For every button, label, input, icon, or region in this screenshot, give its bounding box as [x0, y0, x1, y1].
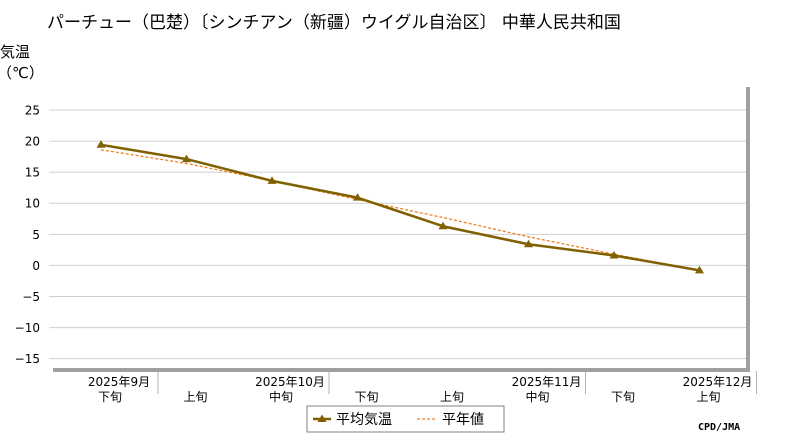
y-tick-label: −10 — [15, 321, 40, 335]
x-dekad-label: 中旬 — [525, 389, 549, 404]
legend-box — [306, 405, 505, 433]
y-axis-ticks: −15 −10 −5 0 5 10 15 20 25 — [15, 103, 40, 366]
chart-title: パーチュー（巴楚）〔シンチアン（新疆）ウイグル自治区〕 中華人民共和国 — [47, 13, 621, 33]
x-month-label: 2025年9月 — [88, 375, 150, 389]
legend-mean-label: 平均気温 — [336, 412, 392, 428]
plot-area — [49, 82, 746, 368]
series-mean-point — [524, 239, 533, 248]
legend-mean-marker — [317, 414, 327, 422]
series-mean-point — [267, 176, 277, 184]
x-month-label: 2025年10月 — [255, 375, 325, 389]
x-dekad-label: 上旬 — [183, 390, 207, 404]
y-tick-label: 5 — [32, 228, 40, 242]
y-tick-label: 25 — [25, 103, 40, 117]
y-tick-label: 20 — [25, 135, 40, 149]
series-mean-point — [609, 250, 619, 259]
y-tick-label: −15 — [15, 352, 40, 366]
y-tick-label: 0 — [32, 259, 40, 273]
x-dekad-label: 下旬 — [354, 390, 378, 404]
legend-normal-label: 平年値 — [442, 412, 484, 428]
x-dekad-label: 下旬 — [611, 390, 635, 404]
y-tick-label: 10 — [25, 197, 40, 211]
legend: 平均気温 平年値 — [306, 405, 505, 433]
series-mean-point — [695, 265, 704, 274]
x-dekad-label: 上旬 — [696, 390, 720, 404]
series-mean-point — [96, 140, 106, 148]
series-layer — [96, 140, 704, 274]
series-mean-line — [100, 143, 700, 272]
x-month-label: 2025年12月 — [683, 375, 753, 389]
series-normal-line — [100, 149, 700, 272]
y-axis-unit: （℃） — [0, 64, 44, 82]
series-mean-point — [353, 193, 362, 201]
y-tick-label: 15 — [25, 166, 40, 180]
credit-text: CPD/JMA — [698, 422, 740, 433]
y-tick-label: −5 — [22, 290, 40, 304]
x-dekad-label: 上旬 — [440, 390, 464, 404]
series-mean-point — [438, 221, 448, 230]
y-axis-label: 気温 — [0, 43, 30, 61]
series-mean-point — [182, 154, 191, 163]
grid-lines — [49, 109, 746, 360]
x-dekad-label: 下旬 — [98, 390, 122, 404]
x-month-label: 2025年11月 — [512, 375, 582, 389]
x-dekad-label: 中旬 — [269, 389, 293, 404]
